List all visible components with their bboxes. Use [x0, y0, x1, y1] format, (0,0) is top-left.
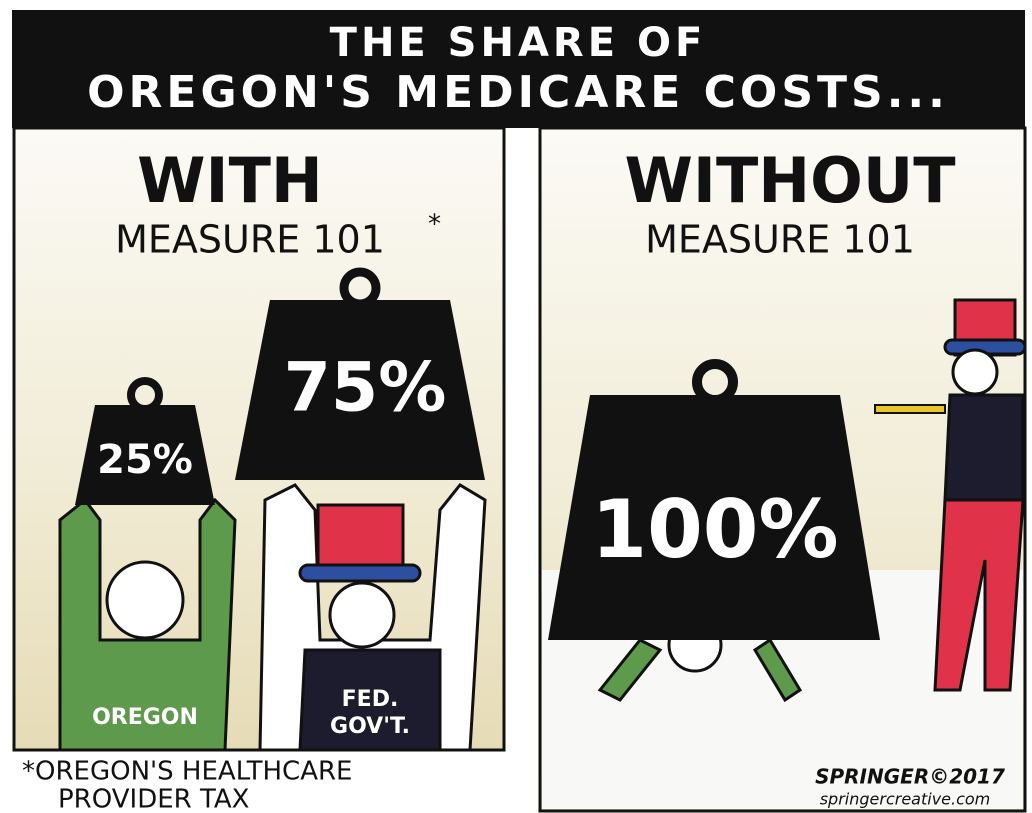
- oregon-head: [107, 562, 183, 638]
- figure-label: OREGON: [92, 705, 198, 730]
- signature: SPRINGER©2017: [815, 765, 1005, 789]
- weight-label: 100%: [591, 483, 838, 576]
- title-line: THE SHARE OF: [330, 20, 707, 66]
- panel-heading: WITHOUT: [625, 144, 956, 217]
- panel-subheading: MEASURE 101: [645, 218, 915, 262]
- signature-site: springercreative.com: [820, 790, 991, 809]
- sam-head: [953, 350, 997, 394]
- title-line: OREGON'S MEDICARE COSTS...: [87, 67, 949, 118]
- footnote: PROVIDER TAX: [58, 785, 249, 813]
- panel-subheading: MEASURE 101: [115, 218, 385, 262]
- asterisk: *: [428, 210, 441, 240]
- weight-label: 25%: [97, 437, 193, 483]
- footnote: *OREGON'S HEALTHCARE: [22, 757, 352, 787]
- fed-hat-brim: [300, 565, 420, 581]
- panel-heading: WITH: [137, 144, 323, 217]
- sam-vest: [945, 395, 1023, 500]
- figure-label: GOV'T.: [330, 714, 410, 739]
- flute: [875, 405, 945, 413]
- weight-label: 75%: [284, 349, 447, 428]
- figure-label: FED.: [342, 687, 399, 712]
- cartoon: THE SHARE OF OREGON'S MEDICARE COSTS... …: [0, 0, 1032, 813]
- fed-head: [330, 583, 394, 647]
